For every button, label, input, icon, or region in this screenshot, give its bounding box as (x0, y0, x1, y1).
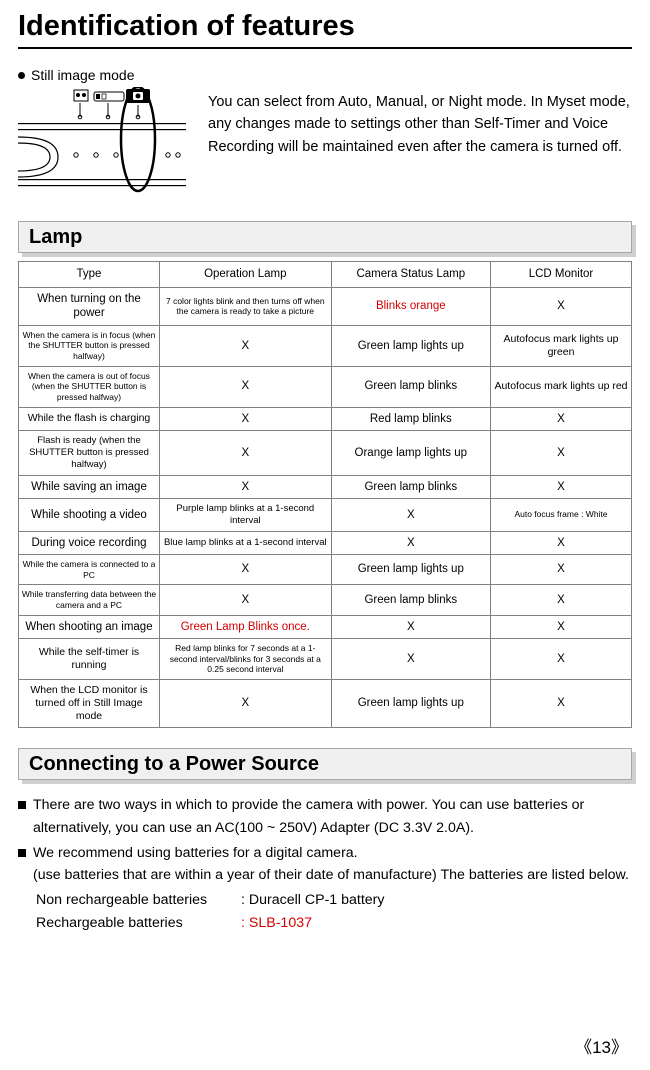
table-cell: X (159, 679, 331, 727)
square-bullet-icon (18, 849, 26, 857)
table-cell: X (159, 585, 331, 615)
table-cell: Autofocus mark lights up green (490, 325, 631, 366)
lamp-table: Type Operation Lamp Camera Status Lamp L… (18, 261, 632, 728)
table-row: While transferring data between the came… (19, 585, 632, 615)
table-cell: X (331, 531, 490, 554)
table-cell: X (159, 430, 331, 475)
battery-line-nonrecharge: Non rechargeable batteries : Duracell CP… (18, 889, 632, 912)
table-cell: While the self-timer is running (19, 638, 160, 679)
table-row: While the self-timer is runningRed lamp … (19, 638, 632, 679)
still-image-mode-row: Still image mode (18, 67, 632, 83)
table-cell: X (490, 288, 631, 326)
table-cell: 7 color lights blink and then turns off … (159, 288, 331, 326)
table-cell: Green lamp blinks (331, 366, 490, 407)
table-cell: X (159, 475, 331, 498)
table-cell: Orange lamp lights up (331, 430, 490, 475)
table-cell: X (490, 638, 631, 679)
intro-block: You can select from Auto, Manual, or Nig… (18, 87, 632, 199)
table-cell: While the flash is charging (19, 407, 160, 430)
power-text-2b: (use batteries that are within a year of… (33, 867, 629, 883)
table-cell: X (159, 366, 331, 407)
table-row: When shooting an imageGreen Lamp Blinks … (19, 615, 632, 638)
table-row: While the flash is chargingXRed lamp bli… (19, 407, 632, 430)
table-header: Operation Lamp (159, 262, 331, 288)
table-header: LCD Monitor (490, 262, 631, 288)
table-cell: Autofocus mark lights up red (490, 366, 631, 407)
table-cell: Green lamp blinks (331, 585, 490, 615)
table-row: While the camera is connected to a PCXGr… (19, 555, 632, 585)
nonrecharge-label: Non rechargeable batteries (36, 889, 241, 912)
table-cell: X (159, 325, 331, 366)
power-item-2: We recommend using batteries for a digit… (18, 842, 632, 887)
table-cell: Blue lamp blinks at a 1-second interval (159, 531, 331, 554)
table-cell: Green lamp lights up (331, 325, 490, 366)
table-row: During voice recordingBlue lamp blinks a… (19, 531, 632, 554)
square-bullet-icon (18, 801, 26, 809)
table-cell: Flash is ready (when the SHUTTER button … (19, 430, 160, 475)
section-lamp-title: Lamp (18, 221, 632, 253)
table-cell: When the camera is in focus (when the SH… (19, 325, 160, 366)
recharge-label: Rechargeable batteries (36, 912, 241, 935)
power-text-2: We recommend using batteries for a digit… (33, 842, 629, 887)
table-cell: Green lamp lights up (331, 679, 490, 727)
table-cell: X (490, 615, 631, 638)
table-cell: X (490, 407, 631, 430)
table-cell: While transferring data between the came… (19, 585, 160, 615)
table-cell: X (490, 531, 631, 554)
table-row: Flash is ready (when the SHUTTER button … (19, 430, 632, 475)
table-cell: X (490, 475, 631, 498)
page-title: Identification of features (18, 10, 632, 49)
power-text-1: There are two ways in which to provide t… (33, 794, 632, 839)
table-cell: Purple lamp blinks at a 1-second interva… (159, 498, 331, 531)
camera-diagram (18, 87, 186, 199)
power-text-2a: We recommend using batteries for a digit… (33, 845, 358, 861)
table-cell: While the camera is connected to a PC (19, 555, 160, 585)
section-power-title: Connecting to a Power Source (18, 748, 632, 780)
table-cell: Green lamp blinks (331, 475, 490, 498)
table-cell: X (490, 679, 631, 727)
table-cell: X (159, 407, 331, 430)
table-cell: X (331, 615, 490, 638)
table-row: While saving an imageXGreen lamp blinksX (19, 475, 632, 498)
table-cell: When shooting an image (19, 615, 160, 638)
table-header: Type (19, 262, 160, 288)
table-cell: Green Lamp Blinks once. (159, 615, 331, 638)
table-row: When the camera is in focus (when the SH… (19, 325, 632, 366)
table-cell: During voice recording (19, 531, 160, 554)
table-cell: X (159, 555, 331, 585)
table-header-row: Type Operation Lamp Camera Status Lamp L… (19, 262, 632, 288)
nonrecharge-value: : Duracell CP-1 battery (241, 889, 385, 912)
table-cell: While shooting a video (19, 498, 160, 531)
table-cell: X (490, 430, 631, 475)
table-row: When turning on the power7 color lights … (19, 288, 632, 326)
table-cell: Auto focus frame : White (490, 498, 631, 531)
section-power: Connecting to a Power Source (18, 748, 632, 780)
table-row: While shooting a videoPurple lamp blinks… (19, 498, 632, 531)
page-number: 《13》 (575, 1033, 628, 1058)
table-cell: X (331, 638, 490, 679)
intro-paragraph: You can select from Auto, Manual, or Nig… (208, 87, 632, 199)
table-cell: When the camera is out of focus (when th… (19, 366, 160, 407)
table-cell: Red lamp blinks (331, 407, 490, 430)
table-row: When the camera is out of focus (when th… (19, 366, 632, 407)
section-lamp: Lamp (18, 221, 632, 253)
table-cell: Green lamp lights up (331, 555, 490, 585)
table-header: Camera Status Lamp (331, 262, 490, 288)
recharge-value: : SLB-1037 (241, 912, 312, 935)
power-list: There are two ways in which to provide t… (18, 794, 632, 934)
table-cell: X (490, 555, 631, 585)
bullet-icon (18, 72, 25, 79)
battery-line-recharge: Rechargeable batteries : SLB-1037 (18, 912, 632, 935)
table-cell: When turning on the power (19, 288, 160, 326)
table-cell: Red lamp blinks for 7 seconds at a 1-sec… (159, 638, 331, 679)
table-row: When the LCD monitor is turned off in St… (19, 679, 632, 727)
still-image-mode-label: Still image mode (31, 67, 135, 83)
power-item-1: There are two ways in which to provide t… (18, 794, 632, 839)
table-cell: Blinks orange (331, 288, 490, 326)
table-cell: X (331, 498, 490, 531)
table-cell: When the LCD monitor is turned off in St… (19, 679, 160, 727)
table-cell: While saving an image (19, 475, 160, 498)
table-cell: X (490, 585, 631, 615)
